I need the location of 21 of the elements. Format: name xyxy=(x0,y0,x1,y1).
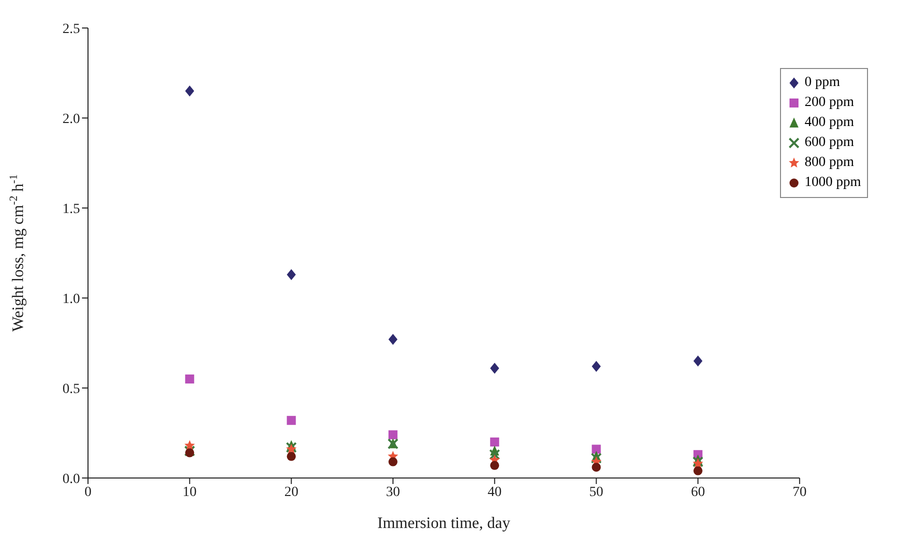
legend-label: 800 ppm xyxy=(804,154,854,172)
y-tick-label: 1.5 xyxy=(62,202,80,217)
legend-label: 200 ppm xyxy=(804,94,854,112)
y-tick-label: 0.5 xyxy=(62,382,80,397)
y-tick-label: 2.5 xyxy=(62,22,80,37)
legend-label: 400 ppm xyxy=(804,114,854,132)
x-tick-label: 30 xyxy=(386,484,400,500)
legend-label: 0 ppm xyxy=(804,74,840,92)
x-tick-label: 50 xyxy=(589,484,604,500)
x-tick-label: 0 xyxy=(84,484,92,500)
x-tick-label: 70 xyxy=(792,484,807,500)
x-tick-label: 20 xyxy=(284,484,298,500)
legend-label: 600 ppm xyxy=(804,134,854,152)
x-tick-label: 40 xyxy=(488,484,502,500)
x-tick-label: 10 xyxy=(182,484,197,500)
x-axis-title: Immersion time, day xyxy=(377,515,510,532)
x-tick-label: 60 xyxy=(690,484,705,500)
y-tick-label: 2.0 xyxy=(62,112,80,127)
y-tick-label: 0.0 xyxy=(62,472,80,487)
y-tick-label: 1.0 xyxy=(62,292,80,307)
legend-label: 1000 ppm xyxy=(804,174,861,192)
